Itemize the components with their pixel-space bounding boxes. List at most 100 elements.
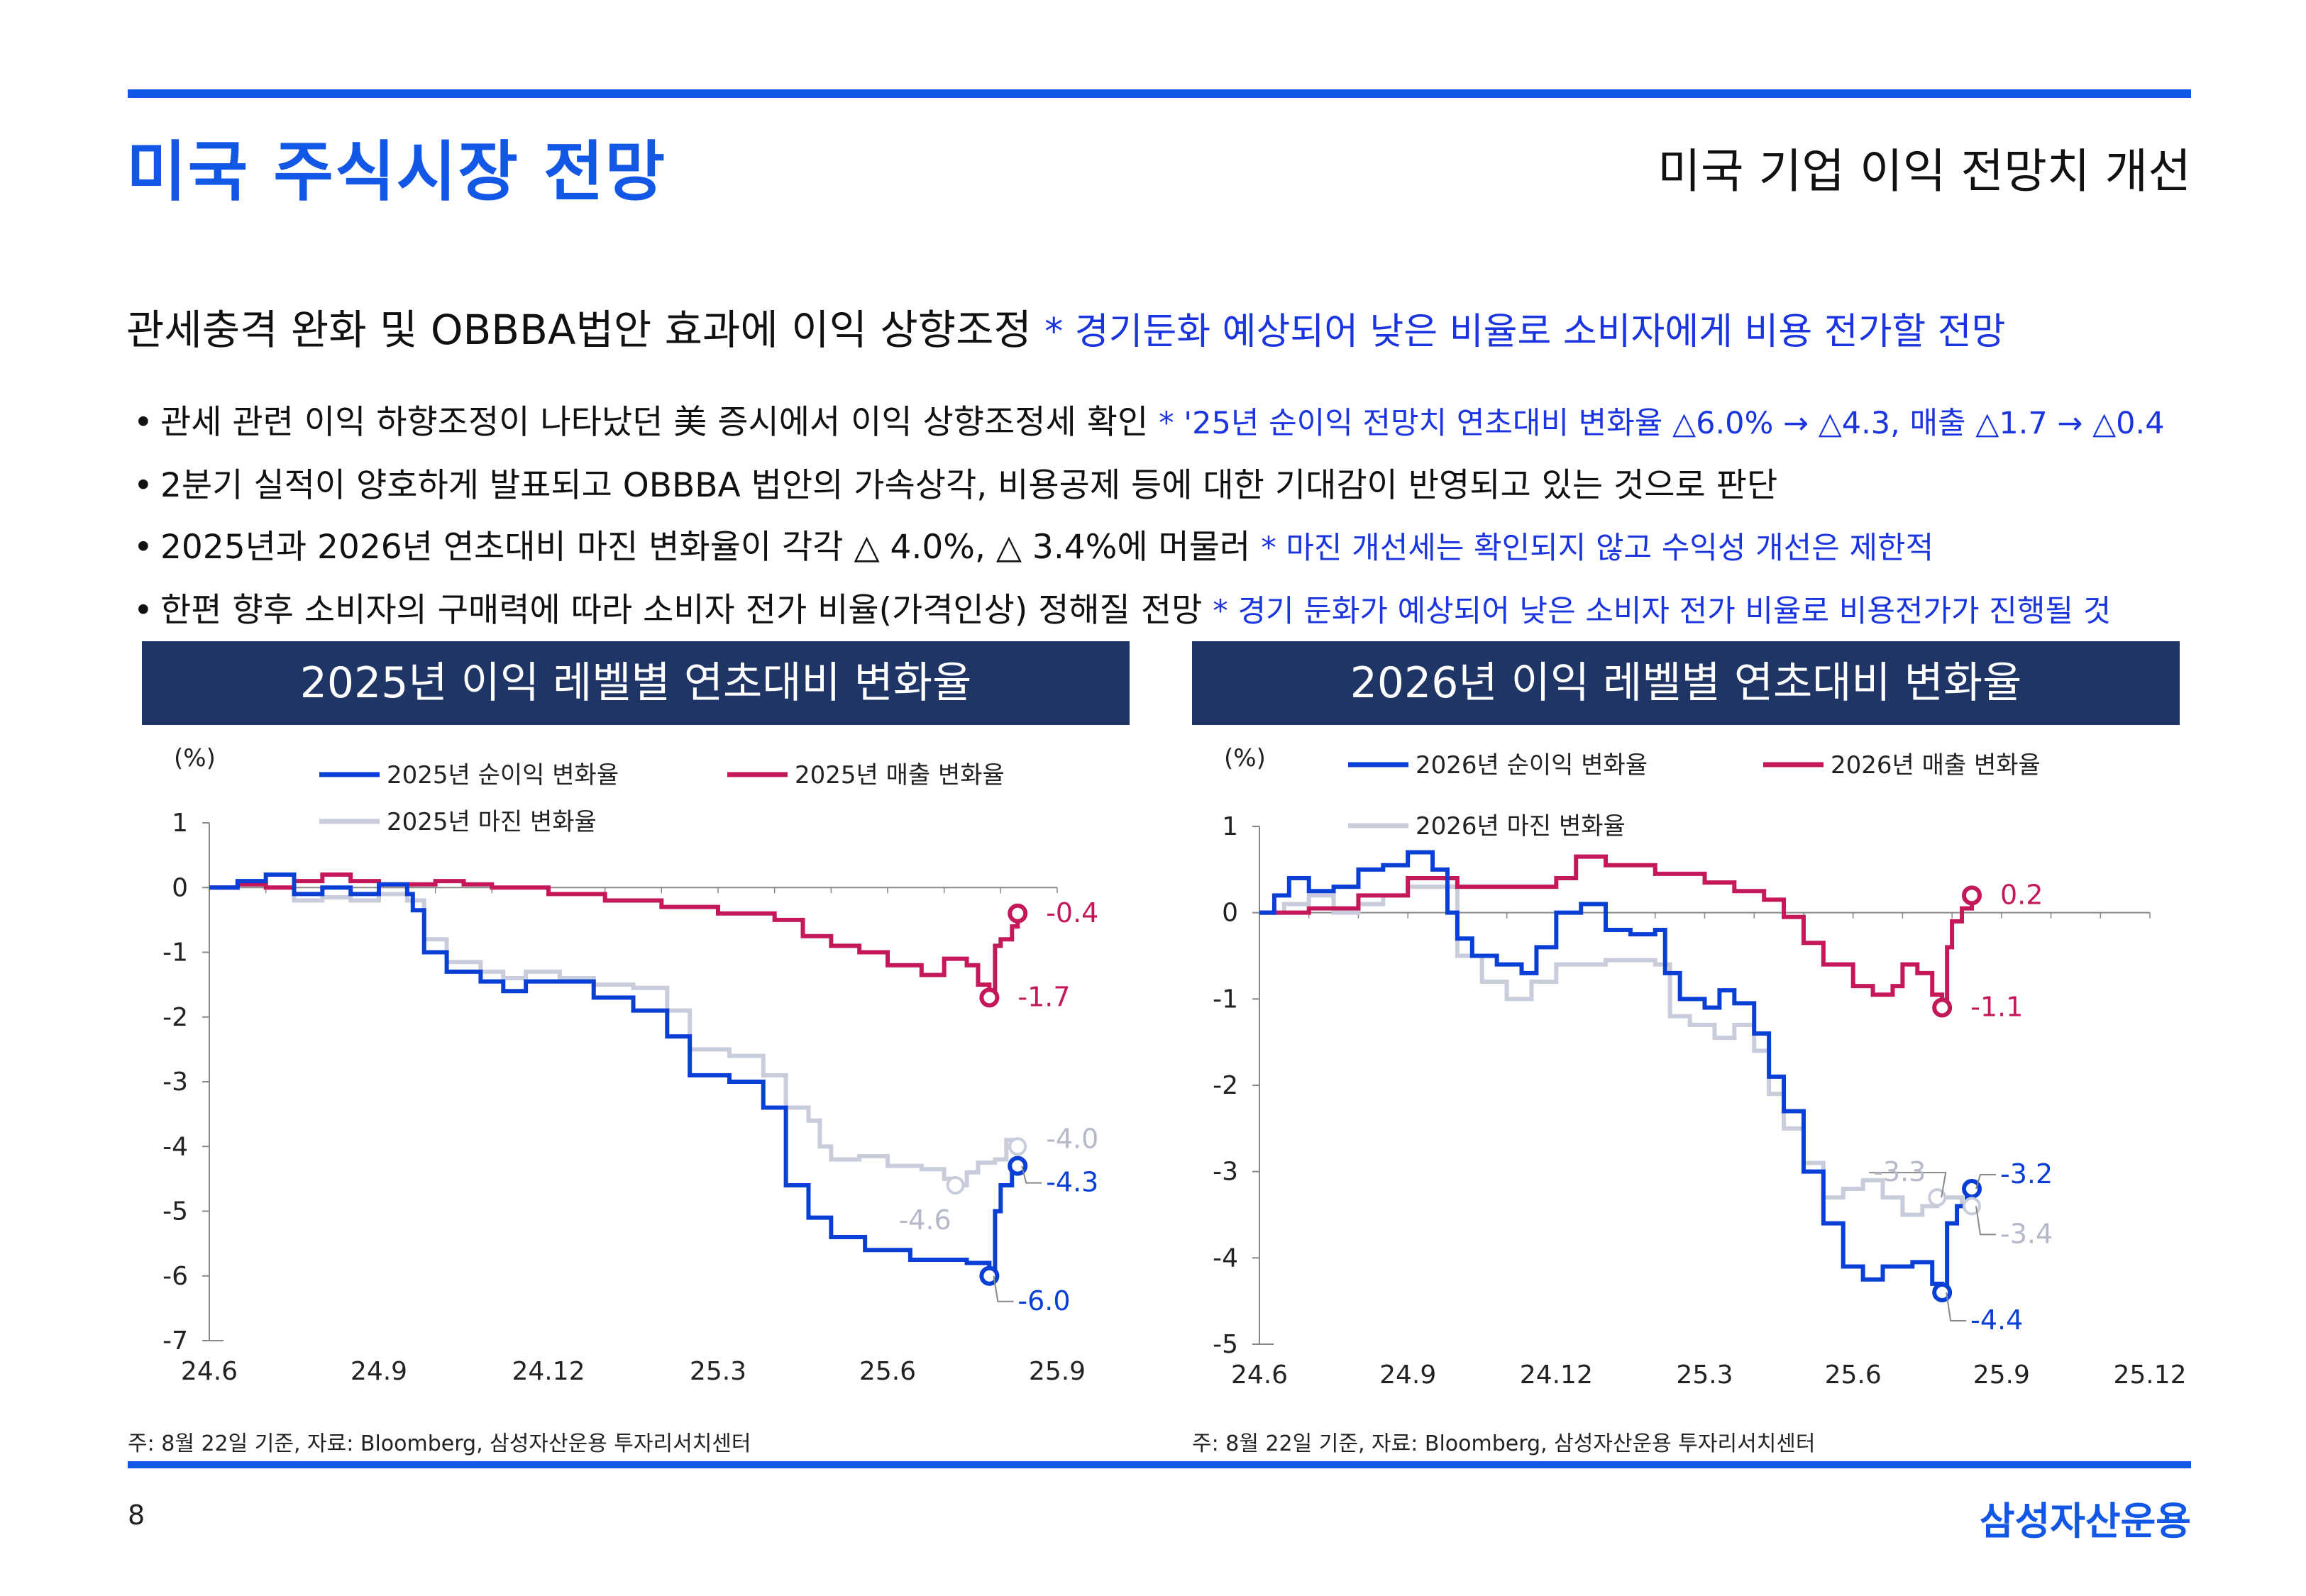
end-marker: [979, 987, 1000, 1008]
bullet-item: • 관세 관련 이익 하향조정이 나타났던 美 증시에서 이익 상향조정세 확인 …: [133, 403, 2165, 442]
bullet-list: • 관세 관련 이익 하향조정이 나타났던 美 증시에서 이익 상향조정세 확인 …: [133, 392, 2165, 643]
annotation-label: -3.4: [2000, 1218, 2053, 1249]
y-tick-label: -2: [162, 1003, 188, 1032]
bullet-item: • 한편 향후 소비자의 구매력에 따라 소비자 전가 비율(가격인상) 정해질 …: [133, 591, 2112, 630]
headline-main: 관세충격 완화 및 OBBBA법안 효과에 이익 상향조정: [126, 306, 1032, 354]
annotation-label: -6.0: [1017, 1285, 1070, 1317]
series-line-1: [209, 872, 1020, 1000]
x-tick-label: 24.12: [1520, 1361, 1593, 1390]
bullet-note: * 마진 개선세는 확인되지 않고 수익성 개선은 제한적: [1261, 531, 1934, 566]
y-tick-label: -2: [1213, 1071, 1238, 1100]
x-tick-label: 24.9: [351, 1357, 407, 1386]
x-tick-label: 24.9: [1379, 1361, 1436, 1390]
top-accent-bar: [128, 89, 2191, 98]
series-line-0: [209, 872, 1020, 1278]
end-marker: [946, 1176, 965, 1195]
y-tick-label: -3: [162, 1068, 188, 1097]
y-tick-label: -1: [1213, 985, 1238, 1014]
y-tick-label: -7: [162, 1326, 188, 1356]
y-axis-unit-label: (%): [1224, 744, 1266, 772]
bullet-note: * 경기 둔화가 예상되어 낮은 소비자 전가 비율로 비용전가가 진행될 것: [1213, 594, 2112, 629]
company-logo: 삼성자산운용: [1979, 1499, 2191, 1544]
annotation-leader: [993, 1275, 1014, 1302]
annotation-leader: [1975, 1206, 1996, 1236]
y-tick-label: -5: [162, 1197, 188, 1226]
bullet-text: 관세 관련 이익 하향조정이 나타났던 美 증시에서 이익 상향조정세 확인: [160, 403, 1149, 442]
bullet-text: 2025년과 2026년 연초대비 마진 변화율이 각각 △ 4.0%, △ 3…: [160, 528, 1251, 567]
series-line-1: [1259, 854, 1974, 1010]
y-tick-label: -4: [1213, 1243, 1238, 1273]
x-tick-label: 25.3: [1676, 1361, 1733, 1390]
y-tick-label: -3: [1213, 1158, 1238, 1187]
y-tick-label: -4: [162, 1132, 188, 1161]
y-tick-label: 0: [172, 873, 188, 902]
x-tick-label: 25.6: [859, 1357, 916, 1386]
page-subtitle: 미국 기업 이익 전망치 개선: [1657, 144, 2191, 199]
chart-title-2026: 2026년 이익 레벨별 연초대비 변화율: [1192, 641, 2180, 725]
headline-note: * 경기둔화 예상되어 낮은 비율로 소비자에게 비용 전가할 전망: [1044, 311, 2006, 353]
y-tick-label: -6: [162, 1262, 188, 1291]
annotation-label: -4.4: [1970, 1304, 2023, 1336]
footnote-left: 주: 8월 22일 기준, 자료: Bloomberg, 삼성자산운용 투자리서…: [128, 1431, 751, 1456]
x-tick-label: 24.6: [181, 1357, 238, 1386]
bullet-item: • 2025년과 2026년 연초대비 마진 변화율이 각각 △ 4.0%, △ …: [133, 528, 1934, 567]
annotation-leader: [1975, 1174, 1996, 1190]
annotation-label: -4.3: [1046, 1167, 1098, 1198]
y-axis-unit-label: (%): [174, 744, 216, 772]
legend-label: 2025년 마진 변화율: [387, 808, 597, 836]
page-number: 8: [128, 1500, 145, 1531]
x-tick-label: 25.9: [1029, 1357, 1086, 1386]
end-marker: [1008, 1156, 1028, 1176]
annotation-label: -1.1: [1970, 992, 2023, 1023]
end-marker: [1928, 1188, 1947, 1207]
legend-label: 2026년 매출 변화율: [1831, 751, 2041, 780]
end-marker: [1963, 1197, 1981, 1216]
x-tick-label: 25.9: [1973, 1361, 2030, 1390]
annotation-label: -4.6: [899, 1204, 951, 1236]
footnote-right: 주: 8월 22일 기준, 자료: Bloomberg, 삼성자산운용 투자리서…: [1192, 1431, 1816, 1456]
headline: 관세충격 완화 및 OBBBA법안 효과에 이익 상향조정 * 경기둔화 예상되…: [126, 297, 2006, 356]
x-tick-label: 25.12: [2113, 1361, 2186, 1390]
bottom-accent-bar: [128, 1461, 2191, 1468]
chart-2026: (%) 1 0 -1 -2 -3 -4 -524.6 24.9 24.12 25.3 25.6 25.9…: [1213, 744, 2186, 1390]
annotation-label: -3.2: [2000, 1158, 2053, 1190]
end-marker: [1008, 903, 1028, 924]
annotation-leader: [1946, 1292, 1967, 1321]
y-tick-label: -1: [162, 938, 188, 968]
x-tick-label: 25.6: [1825, 1361, 1882, 1390]
legend-label: 2026년 순이익 변화율: [1416, 751, 1648, 780]
end-marker: [1932, 1282, 1953, 1302]
x-tick-label: 25.3: [690, 1357, 746, 1386]
bullet-text: 2분기 실적이 양호하게 발표되고 OBBBA 법안의 가속상각, 비용공제 등…: [160, 466, 1778, 505]
y-tick-label: 1: [172, 809, 188, 838]
legend-label: 2025년 순이익 변화율: [387, 761, 619, 789]
series-line-2: [209, 882, 1020, 1187]
annotation-label: -3.3: [1873, 1156, 1926, 1187]
end-marker: [1008, 1137, 1027, 1156]
annotation-leader: [1021, 1165, 1042, 1184]
series-line-0: [1259, 850, 1974, 1295]
x-tick-label: 24.12: [512, 1357, 585, 1386]
legend-label: 2025년 매출 변화율: [795, 761, 1005, 789]
annotation-label: -0.4: [1046, 897, 1098, 929]
page-title: 미국 주식시장 전망: [126, 134, 667, 210]
bullet-item: • 2분기 실적이 양호하게 발표되고 OBBBA 법안의 가속상각, 비용공제 …: [133, 466, 1778, 505]
end-marker: [1962, 885, 1982, 906]
bullet-text: 한편 향후 소비자의 구매력에 따라 소비자 전가 비율(가격인상) 정해질 전…: [160, 591, 1203, 630]
y-tick-label: 1: [1222, 812, 1238, 841]
x-tick-label: 24.6: [1231, 1361, 1288, 1390]
y-tick-label: -5: [1213, 1330, 1238, 1359]
annotation-label: -4.0: [1046, 1123, 1098, 1154]
annotation-label: -1.7: [1017, 981, 1070, 1012]
bullet-note: * '25년 순이익 전망치 연초대비 변화율 △6.0% → △4.3, 매출…: [1159, 406, 2165, 441]
annotation-leader: [1869, 1172, 1947, 1198]
annotation-label: 0.2: [2000, 879, 2043, 910]
chart-title-2025: 2025년 이익 레벨별 연초대비 변화율: [142, 641, 1130, 725]
y-tick-label: 0: [1222, 899, 1238, 928]
end-marker: [979, 1265, 1000, 1286]
chart-2025: (%) 1 0 -1 -2 -3 -4 -5 -6 -724.6 24.9 24.12 25.3 25.6…: [162, 744, 1098, 1386]
end-marker: [1932, 997, 1953, 1018]
end-marker: [1962, 1179, 1982, 1199]
series-line-2: [1259, 885, 1972, 1217]
legend-label: 2026년 마진 변화율: [1416, 812, 1626, 841]
